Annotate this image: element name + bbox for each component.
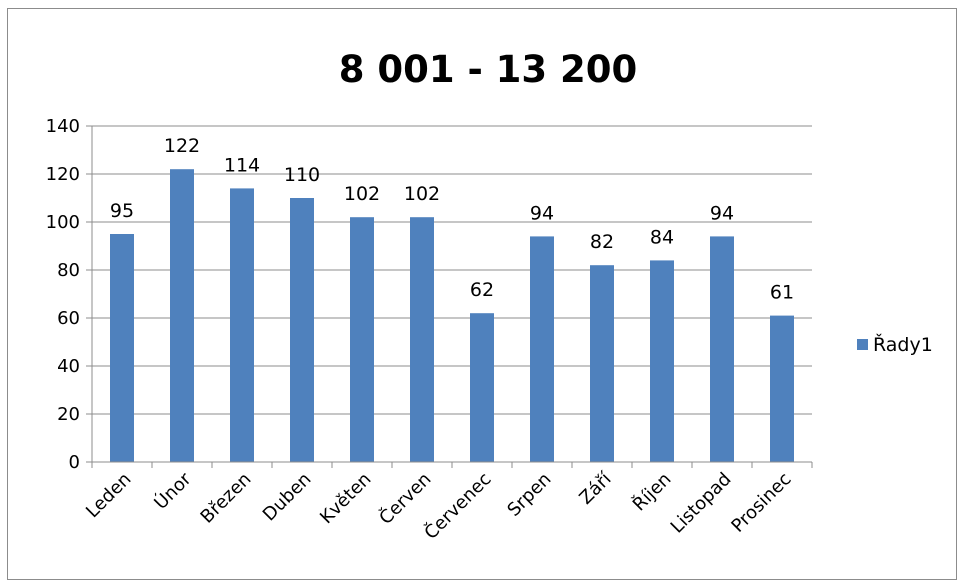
legend-swatch — [857, 339, 868, 350]
category-label: Květen — [316, 469, 375, 528]
data-label: 110 — [284, 164, 320, 186]
data-label: 61 — [770, 282, 794, 304]
y-tick-label: 60 — [57, 308, 80, 329]
data-label: 84 — [650, 226, 674, 248]
data-label: 94 — [530, 202, 554, 224]
chart-frame — [7, 8, 957, 580]
bar — [710, 236, 734, 462]
data-label: 122 — [164, 135, 200, 157]
bar — [170, 169, 194, 462]
category-label: Srpen — [503, 469, 555, 521]
bar — [650, 260, 674, 462]
category-label: Září — [575, 468, 616, 509]
data-label: 82 — [590, 231, 614, 253]
bar — [530, 236, 554, 462]
category-label: Říjen — [628, 468, 675, 515]
chart-title: 8 001 - 13 200 — [339, 48, 638, 91]
y-tick-label: 100 — [46, 212, 80, 233]
bars — [110, 169, 794, 462]
data-label: 95 — [110, 200, 134, 222]
data-labels: 95 122 114 110 102 102 62 94 82 84 94 61 — [110, 135, 794, 303]
y-tick-label: 40 — [57, 356, 80, 377]
x-axis — [91, 126, 813, 468]
bar — [470, 313, 494, 462]
category-label: Duben — [259, 469, 316, 526]
category-label: Březen — [197, 469, 256, 528]
y-axis-ticks: 0 20 40 60 80 100 120 140 — [46, 116, 92, 473]
y-tick-label: 80 — [57, 260, 80, 281]
data-label: 102 — [404, 183, 440, 205]
category-label: Únor — [150, 468, 196, 514]
legend-label: Řady1 — [873, 333, 933, 356]
data-label: 114 — [224, 154, 260, 176]
category-label: Červen — [375, 468, 436, 529]
data-label: 62 — [470, 279, 494, 301]
y-tick-label: 120 — [46, 164, 80, 185]
y-tick-label: 140 — [46, 116, 80, 137]
gridlines — [92, 125, 812, 415]
bar — [290, 198, 314, 462]
bar — [230, 188, 254, 462]
bar — [350, 217, 374, 462]
category-label: Prosinec — [727, 469, 795, 537]
bar — [110, 234, 134, 462]
bar — [410, 217, 434, 462]
data-label: 94 — [710, 202, 734, 224]
legend: Řady1 — [857, 333, 933, 356]
category-label: Listopad — [667, 469, 736, 538]
bar — [770, 315, 794, 462]
y-tick-label: 0 — [69, 452, 80, 473]
bar — [590, 265, 614, 462]
data-label: 102 — [344, 183, 380, 205]
category-labels: Leden Únor Březen Duben Květen ČervenČervenec… — [82, 468, 796, 544]
category-label: Leden — [82, 469, 136, 523]
y-tick-label: 20 — [57, 404, 80, 425]
